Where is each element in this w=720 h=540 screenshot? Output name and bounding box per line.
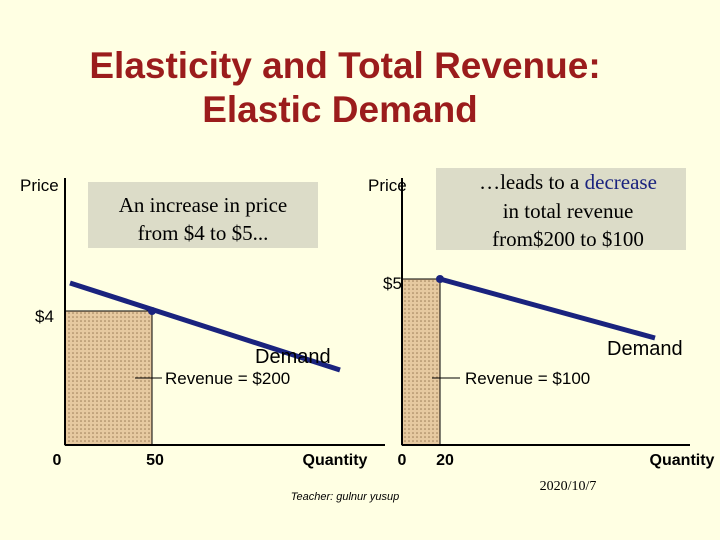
y-label: Price (20, 176, 59, 195)
callout-text: in total revenue (503, 199, 634, 223)
quantity-label: 50 (146, 452, 164, 469)
curve-label: Demand (255, 346, 331, 368)
price-label: $5 (383, 274, 402, 293)
teacher: Teacher: gulnur yusup (291, 491, 399, 503)
callout-text: from $4 to $5... (138, 221, 269, 245)
demand-curve (69, 280, 341, 373)
callout-box (88, 182, 318, 248)
callout-text: An increase in price (119, 193, 288, 217)
price-label: $4 (35, 307, 54, 326)
date: 2020/10/7 (540, 479, 597, 494)
revenue-label: Revenue = $100 (465, 369, 590, 388)
y-label: Price (368, 176, 407, 195)
origin-label: 0 (398, 452, 407, 469)
x-label: Quantity (650, 452, 715, 469)
emphasis: decrease (585, 170, 657, 194)
title-line: Elasticity and Total Revenue: (89, 45, 600, 86)
origin-label: 0 (53, 452, 62, 469)
title-line: Elastic Demand (202, 89, 478, 130)
point (148, 307, 156, 315)
callout-text: …leads to a decrease (479, 170, 657, 194)
callout-box (436, 168, 686, 250)
x-label: Quantity (303, 452, 368, 469)
revenue-area (401, 278, 441, 446)
quantity-label: 20 (436, 452, 454, 469)
demand-curve (439, 276, 656, 341)
revenue-label: Revenue = $200 (165, 369, 290, 388)
curve-label: Demand (607, 338, 683, 360)
point (436, 275, 444, 283)
callout-text: …leads to a (479, 170, 580, 194)
callout-text: from$200 to $100 (492, 227, 644, 251)
